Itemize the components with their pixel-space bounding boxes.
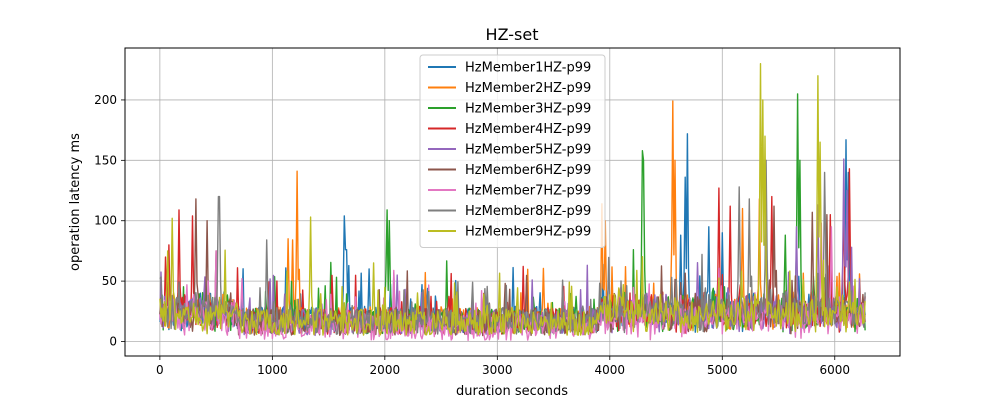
legend-label: HzMember5HZ-p99: [465, 143, 591, 158]
y-tick-label: 0: [109, 335, 117, 349]
y-tick-label: 150: [94, 153, 117, 167]
x-tick-label: 6000: [819, 363, 850, 377]
x-tick-label: 4000: [595, 363, 626, 377]
legend-label: HzMember2HZ-p99: [465, 81, 591, 96]
y-axis-label: operation latency ms: [68, 133, 83, 271]
legend-label: HzMember8HZ-p99: [465, 204, 591, 219]
x-tick-label: 3000: [482, 363, 513, 377]
x-tick-label: 1000: [257, 363, 288, 377]
legend-label: HzMember4HZ-p99: [465, 122, 591, 137]
x-axis-label: duration seconds: [456, 384, 568, 399]
x-tick-label: 0: [156, 363, 164, 377]
y-tick-label: 200: [94, 93, 117, 107]
y-tick-label: 100: [94, 214, 117, 228]
legend-label: HzMember3HZ-p99: [465, 102, 591, 117]
legend-label: HzMember9HZ-p99: [465, 225, 591, 240]
series-layer: [159, 63, 866, 341]
x-tick-label: 2000: [370, 363, 401, 377]
x-tick-label: 5000: [707, 363, 738, 377]
legend-frame: [419, 54, 606, 248]
axis-ticks: 0 1000 2000 3000 4000 5000 6000 0 50 100 150 200: [94, 93, 850, 377]
chart-title: HZ-set: [486, 25, 539, 44]
legend: HzMember1HZ-p99 HzMember2HZ-p99 HzMember3H…: [419, 54, 606, 248]
plot-frame: [124, 47, 901, 357]
series-line: [159, 159, 866, 335]
y-tick-label: 50: [102, 274, 117, 288]
legend-label: HzMember6HZ-p99: [465, 163, 591, 178]
legend-label: HzMember1HZ-p99: [465, 61, 591, 76]
series-line: [159, 63, 866, 336]
legend-label: HzMember7HZ-p99: [465, 184, 591, 199]
